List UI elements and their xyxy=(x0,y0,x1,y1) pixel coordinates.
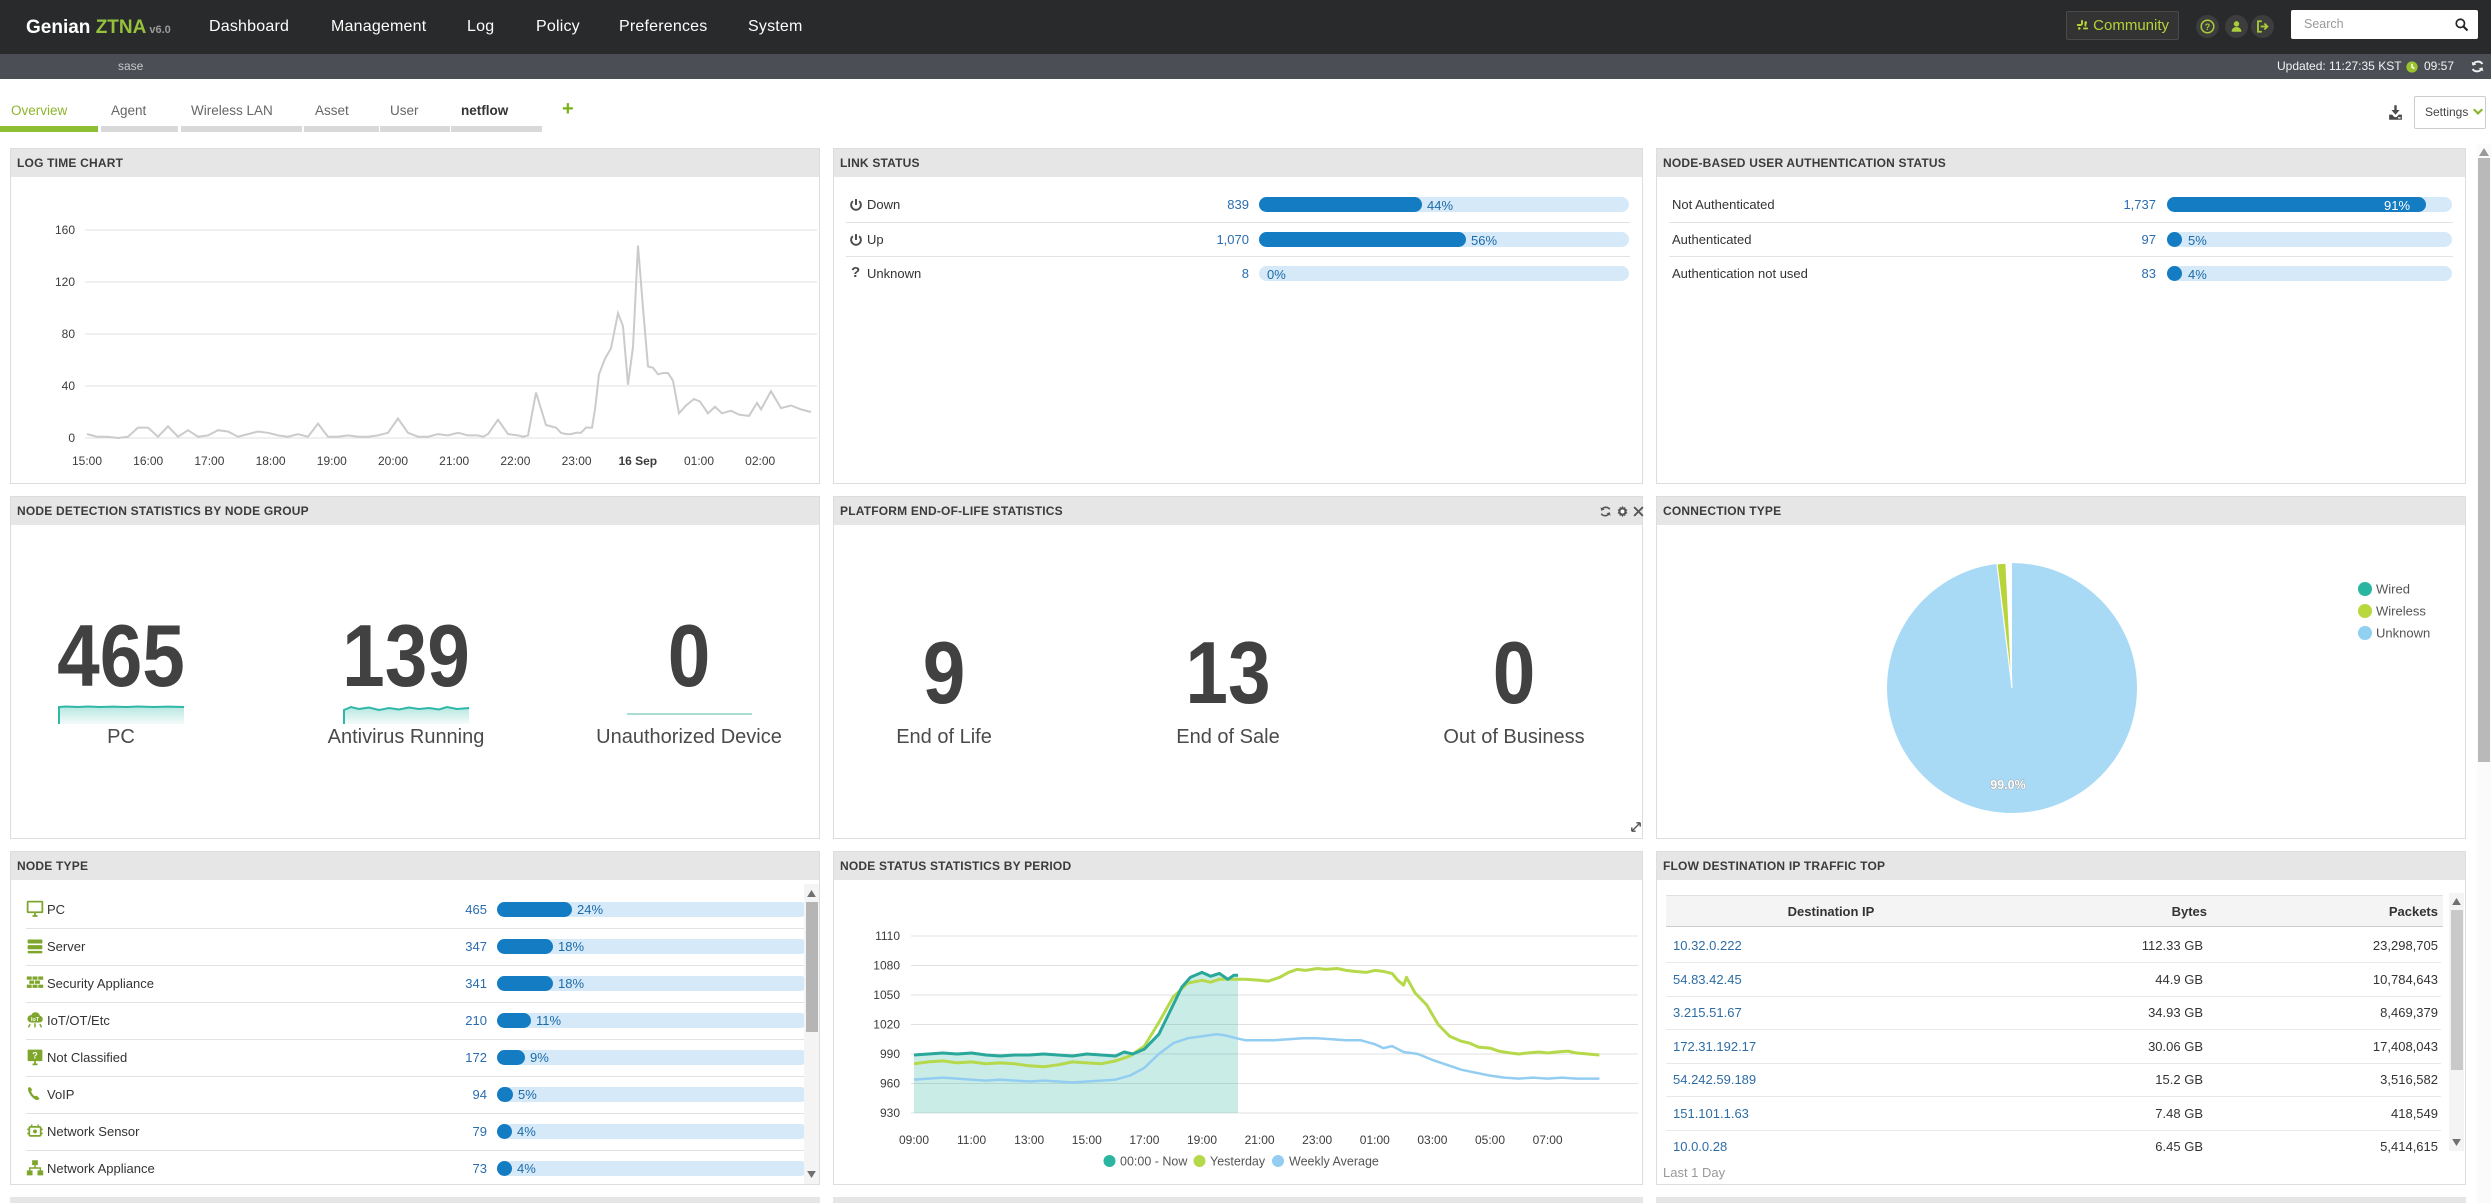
svg-text:IoT: IoT xyxy=(31,1017,40,1023)
svg-text:1080: 1080 xyxy=(873,959,900,973)
svg-text:40: 40 xyxy=(62,379,76,393)
svg-text:09:00: 09:00 xyxy=(899,1133,929,1147)
svg-text:07:00: 07:00 xyxy=(1533,1133,1563,1147)
svg-text:930: 930 xyxy=(880,1106,900,1120)
svg-text:23:00: 23:00 xyxy=(1302,1133,1332,1147)
svg-text:22:00: 22:00 xyxy=(500,454,530,468)
svg-text:99.0%: 99.0% xyxy=(1990,778,2025,792)
svg-text:11:00: 11:00 xyxy=(957,1133,986,1147)
svg-text:19:00: 19:00 xyxy=(317,454,347,468)
svg-text:15:00: 15:00 xyxy=(1072,1133,1102,1147)
svg-text:01:00: 01:00 xyxy=(684,454,714,468)
svg-text:00:00 - Now: 00:00 - Now xyxy=(1120,1155,1188,1169)
svg-text:Weekly Average: Weekly Average xyxy=(1289,1155,1379,1169)
svg-text:1050: 1050 xyxy=(873,988,900,1002)
svg-text:120: 120 xyxy=(55,275,75,289)
svg-text:0: 0 xyxy=(68,431,75,445)
svg-text:17:00: 17:00 xyxy=(1129,1133,1159,1147)
svg-text:01:00: 01:00 xyxy=(1360,1133,1390,1147)
svg-text:15:00: 15:00 xyxy=(72,454,102,468)
svg-text:17:00: 17:00 xyxy=(194,454,224,468)
svg-text:Unknown: Unknown xyxy=(2376,626,2430,641)
svg-text:02:00: 02:00 xyxy=(745,454,775,468)
svg-text:990: 990 xyxy=(880,1047,900,1061)
svg-text:21:00: 21:00 xyxy=(439,454,469,468)
svg-text:16:00: 16:00 xyxy=(133,454,163,468)
svg-text:960: 960 xyxy=(880,1077,900,1091)
svg-text:05:00: 05:00 xyxy=(1475,1133,1505,1147)
svg-text:21:00: 21:00 xyxy=(1245,1133,1275,1147)
svg-text:18:00: 18:00 xyxy=(256,454,286,468)
svg-text:Wired: Wired xyxy=(2376,582,2410,597)
svg-text:23:00: 23:00 xyxy=(562,454,592,468)
svg-text:Wireless: Wireless xyxy=(2376,604,2426,619)
svg-text:19:00: 19:00 xyxy=(1187,1133,1217,1147)
svg-text:20:00: 20:00 xyxy=(378,454,408,468)
svg-text:13:00: 13:00 xyxy=(1014,1133,1044,1147)
svg-text:16 Sep: 16 Sep xyxy=(618,454,657,468)
svg-text:1020: 1020 xyxy=(873,1018,900,1032)
svg-text:03:00: 03:00 xyxy=(1417,1133,1447,1147)
svg-text:Yesterday: Yesterday xyxy=(1210,1155,1266,1169)
svg-text:?: ? xyxy=(2205,22,2211,32)
svg-text:160: 160 xyxy=(55,223,75,237)
svg-text:?: ? xyxy=(32,1051,38,1061)
svg-text:1110: 1110 xyxy=(875,929,900,943)
svg-text:80: 80 xyxy=(62,327,76,341)
